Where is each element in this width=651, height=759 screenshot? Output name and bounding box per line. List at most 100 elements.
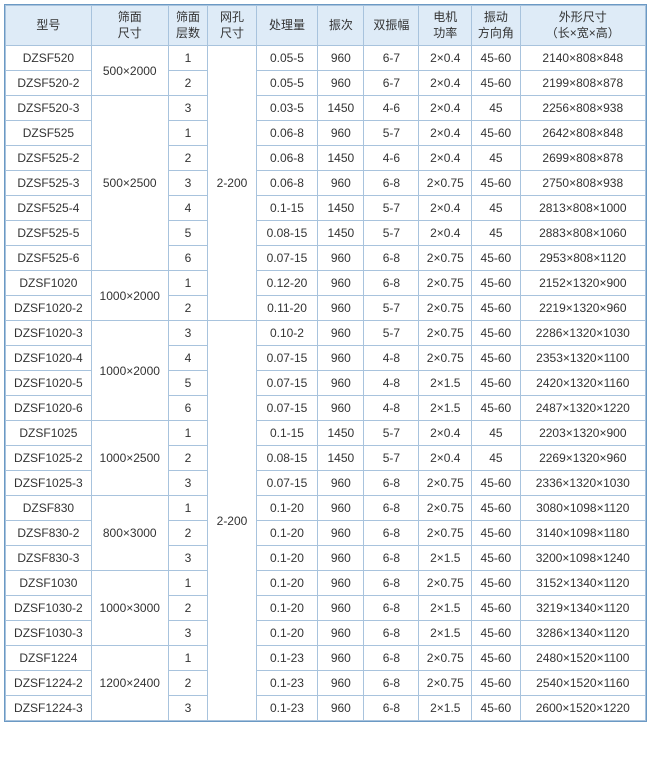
cell-layers: 3: [168, 171, 208, 196]
cell-capacity: 0.10-2: [256, 321, 318, 346]
cell-amplitude: 6-8: [364, 271, 419, 296]
cell-amplitude: 4-6: [364, 146, 419, 171]
cell-frequency: 960: [318, 671, 364, 696]
cell-power: 2×1.5: [419, 396, 472, 421]
cell-dimensions: 3219×1340×1120: [520, 596, 645, 621]
cell-frequency: 960: [318, 596, 364, 621]
cell-model: DZSF1020: [6, 271, 92, 296]
cell-amplitude: 5-7: [364, 196, 419, 221]
cell-amplitude: 6-7: [364, 71, 419, 96]
cell-angle: 45-60: [472, 346, 520, 371]
cell-power: 2×1.5: [419, 596, 472, 621]
cell-model: DZSF1224: [6, 646, 92, 671]
cell-model: DZSF1030: [6, 571, 92, 596]
cell-frequency: 960: [318, 46, 364, 71]
cell-power: 2×0.75: [419, 346, 472, 371]
table-row: DZSF520-3500×250030.03-514504-62×0.44522…: [6, 96, 646, 121]
header-row: 型号 筛面尺寸 筛面层数 网孔尺寸 处理量 振次 双振幅 电机功率 振动方向角 …: [6, 6, 646, 46]
cell-frequency: 960: [318, 371, 364, 396]
cell-layers: 2: [168, 146, 208, 171]
cell-angle: 45-60: [472, 546, 520, 571]
cell-mesh: 2-200: [208, 46, 256, 321]
cell-dimensions: 2487×1320×1220: [520, 396, 645, 421]
cell-capacity: 0.1-15: [256, 421, 318, 446]
cell-capacity: 0.07-15: [256, 396, 318, 421]
header-angle: 振动方向角: [472, 6, 520, 46]
cell-amplitude: 6-8: [364, 246, 419, 271]
cell-power: 2×0.75: [419, 296, 472, 321]
cell-angle: 45-60: [472, 296, 520, 321]
cell-layers: 2: [168, 596, 208, 621]
cell-capacity: 0.1-20: [256, 621, 318, 646]
cell-capacity: 0.1-20: [256, 546, 318, 571]
table-row: DZSF520500×200012-2000.05-59606-72×0.445…: [6, 46, 646, 71]
cell-layers: 5: [168, 371, 208, 396]
cell-angle: 45-60: [472, 246, 520, 271]
cell-screen-size: 1000×2000: [91, 271, 168, 321]
cell-frequency: 1450: [318, 96, 364, 121]
table-row: DZSF10301000×300010.1-209606-82×0.7545-6…: [6, 571, 646, 596]
cell-model: DZSF830-3: [6, 546, 92, 571]
cell-amplitude: 5-7: [364, 446, 419, 471]
header-capacity: 处理量: [256, 6, 318, 46]
cell-frequency: 1450: [318, 146, 364, 171]
cell-amplitude: 6-8: [364, 171, 419, 196]
cell-dimensions: 3152×1340×1120: [520, 571, 645, 596]
cell-dimensions: 2140×808×848: [520, 46, 645, 71]
cell-frequency: 960: [318, 171, 364, 196]
cell-model: DZSF525-3: [6, 171, 92, 196]
cell-power: 2×0.4: [419, 421, 472, 446]
cell-power: 2×0.75: [419, 496, 472, 521]
cell-angle: 45-60: [472, 671, 520, 696]
cell-amplitude: 6-8: [364, 496, 419, 521]
cell-frequency: 1450: [318, 221, 364, 246]
cell-amplitude: 6-7: [364, 46, 419, 71]
cell-layers: 2: [168, 71, 208, 96]
cell-power: 2×0.75: [419, 571, 472, 596]
cell-angle: 45-60: [472, 321, 520, 346]
cell-layers: 3: [168, 96, 208, 121]
cell-amplitude: 6-8: [364, 546, 419, 571]
table-row: DZSF830800×300010.1-209606-82×0.7545-603…: [6, 496, 646, 521]
cell-layers: 1: [168, 271, 208, 296]
cell-model: DZSF525-6: [6, 246, 92, 271]
cell-power: 2×0.75: [419, 171, 472, 196]
header-dimensions: 外形尺寸（长×宽×高）: [520, 6, 645, 46]
cell-model: DZSF1020-4: [6, 346, 92, 371]
cell-power: 2×0.75: [419, 521, 472, 546]
cell-dimensions: 2953×808×1120: [520, 246, 645, 271]
cell-layers: 4: [168, 196, 208, 221]
cell-layers: 2: [168, 671, 208, 696]
cell-model: DZSF525-4: [6, 196, 92, 221]
cell-screen-size: 1200×2400: [91, 646, 168, 721]
cell-angle: 45-60: [472, 46, 520, 71]
cell-angle: 45-60: [472, 171, 520, 196]
cell-angle: 45-60: [472, 471, 520, 496]
cell-angle: 45-60: [472, 371, 520, 396]
cell-dimensions: 2883×808×1060: [520, 221, 645, 246]
cell-amplitude: 5-7: [364, 121, 419, 146]
cell-amplitude: 6-8: [364, 571, 419, 596]
cell-power: 2×1.5: [419, 621, 472, 646]
cell-layers: 1: [168, 121, 208, 146]
cell-model: DZSF1020-2: [6, 296, 92, 321]
cell-dimensions: 2813×808×1000: [520, 196, 645, 221]
cell-dimensions: 2642×808×848: [520, 121, 645, 146]
cell-dimensions: 3200×1098×1240: [520, 546, 645, 571]
cell-model: DZSF830-2: [6, 521, 92, 546]
cell-dimensions: 2199×808×878: [520, 71, 645, 96]
cell-capacity: 0.11-20: [256, 296, 318, 321]
cell-angle: 45: [472, 196, 520, 221]
header-mesh: 网孔尺寸: [208, 6, 256, 46]
cell-frequency: 960: [318, 546, 364, 571]
cell-layers: 6: [168, 396, 208, 421]
cell-frequency: 960: [318, 396, 364, 421]
cell-layers: 2: [168, 296, 208, 321]
header-power: 电机功率: [419, 6, 472, 46]
cell-model: DZSF525-2: [6, 146, 92, 171]
header-screen-size: 筛面尺寸: [91, 6, 168, 46]
cell-power: 2×0.75: [419, 321, 472, 346]
cell-capacity: 0.1-23: [256, 696, 318, 721]
cell-angle: 45-60: [472, 271, 520, 296]
cell-dimensions: 2203×1320×900: [520, 421, 645, 446]
